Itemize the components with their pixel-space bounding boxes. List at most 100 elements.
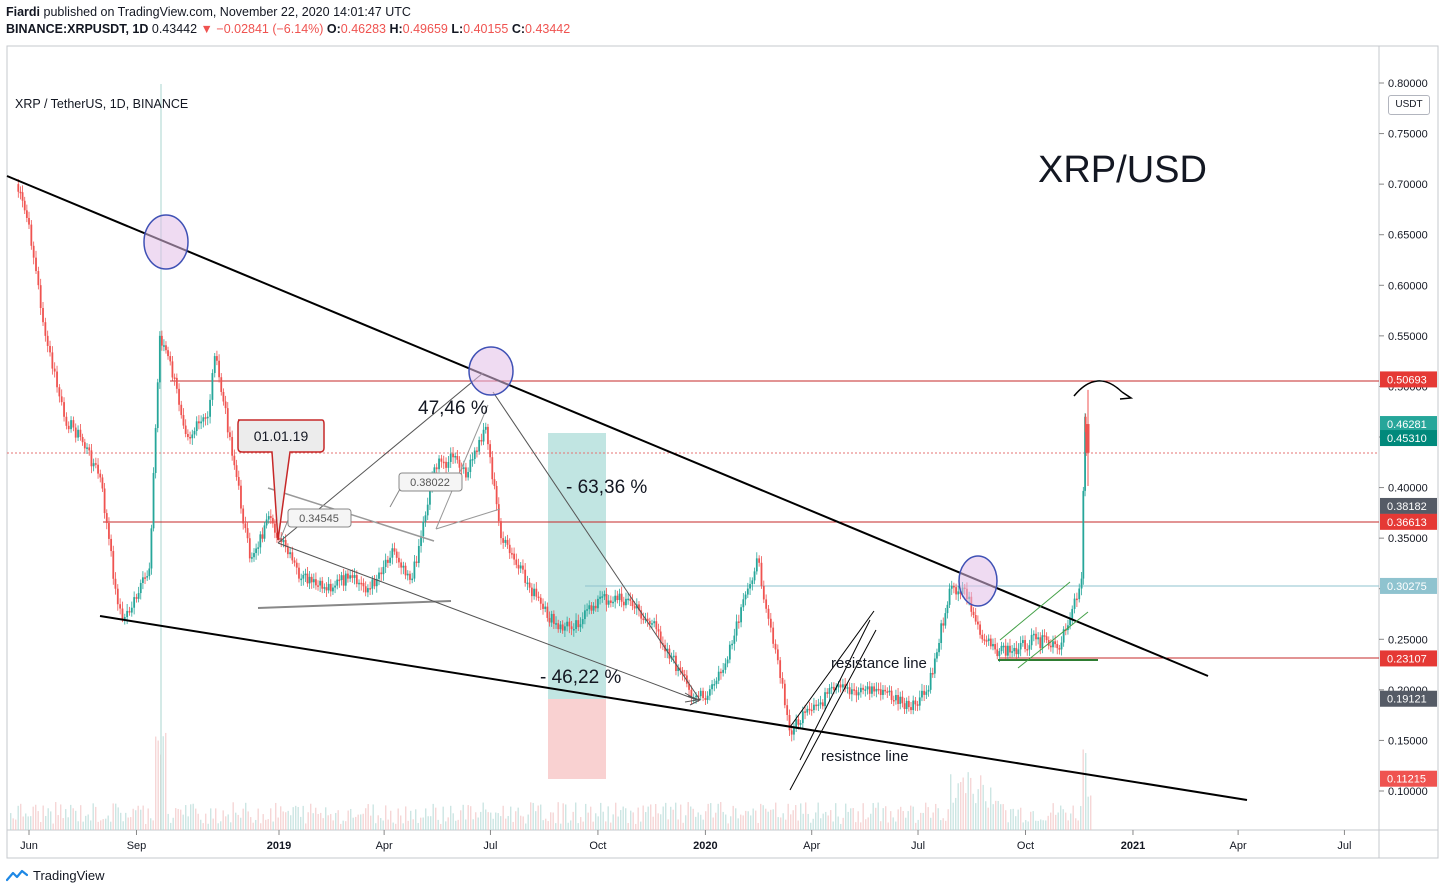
triangle-mid[interactable] — [435, 508, 501, 530]
tradingview-logo[interactable]: TradingView — [6, 868, 105, 883]
volume-bar — [517, 807, 519, 830]
price-candle — [552, 613, 555, 624]
volume-bar — [240, 817, 242, 830]
volume-bar — [850, 808, 852, 830]
volume-bar — [387, 819, 389, 830]
chart-frame — [6, 45, 1439, 859]
volume-bar — [987, 807, 989, 830]
price-candle — [1060, 642, 1063, 650]
volume-bar — [642, 805, 644, 830]
currency-button[interactable]: USDT — [1388, 95, 1430, 115]
point-b-box[interactable] — [398, 472, 463, 492]
wedge-upper-line[interactable] — [6, 175, 1209, 677]
price-candle — [633, 606, 636, 609]
price-candle — [445, 461, 447, 468]
volume-bar — [702, 819, 704, 830]
price-candle — [449, 453, 452, 462]
point-a-box[interactable] — [287, 508, 352, 528]
channel-line-1[interactable] — [789, 610, 875, 728]
price-candle — [1039, 637, 1042, 649]
projection-arc[interactable] — [1073, 380, 1123, 397]
price-candle — [308, 576, 311, 584]
decline-box-upper[interactable] — [548, 433, 606, 699]
price-candle — [355, 575, 358, 585]
price-candle — [231, 437, 234, 456]
volume-bar — [65, 809, 67, 830]
volume-bar — [337, 810, 339, 830]
green-rise-2[interactable] — [1017, 611, 1089, 669]
volume-bar — [570, 820, 572, 830]
volume-bar — [790, 814, 792, 830]
price-candle — [121, 608, 124, 620]
volume-bar — [1072, 805, 1074, 830]
volume-bar — [282, 811, 284, 830]
price-candle — [347, 573, 349, 579]
volume-bar — [265, 819, 267, 830]
price-candle — [382, 566, 385, 575]
price-candle — [378, 572, 380, 579]
price-candle — [912, 700, 915, 711]
volume-bar — [630, 810, 632, 830]
price-candle — [914, 700, 917, 705]
price-candle — [1017, 649, 1020, 655]
base-line-2019[interactable] — [257, 600, 452, 609]
decline-box-lower[interactable] — [548, 699, 606, 779]
channel-line-3[interactable] — [799, 619, 871, 761]
volume-bar — [17, 805, 19, 830]
volume-bar — [235, 812, 237, 830]
date-callout-box[interactable] — [237, 419, 325, 541]
volume-bar — [1062, 809, 1064, 830]
volume-bar — [622, 806, 624, 830]
volume-bar — [840, 823, 842, 830]
x-tick-label: Oct — [589, 840, 606, 852]
green-rise-1[interactable] — [999, 581, 1071, 641]
volume-bar — [300, 816, 302, 830]
touch-circle-1[interactable] — [143, 214, 189, 270]
volume-bar — [907, 811, 909, 830]
price-candle — [156, 382, 159, 429]
volume-bar — [470, 806, 472, 830]
touch-circle-2[interactable] — [468, 346, 514, 396]
price-candle — [364, 586, 367, 593]
price-candle — [793, 727, 795, 735]
trend-lines — [6, 175, 1248, 801]
price-candle — [334, 585, 336, 588]
touch-circle-3[interactable] — [958, 555, 998, 607]
price-candle — [271, 517, 274, 524]
wedge-lower-line[interactable] — [99, 615, 1248, 801]
price-candle — [944, 613, 947, 626]
volume-bar — [250, 817, 252, 830]
volume-bar — [930, 817, 932, 830]
fall-line[interactable] — [492, 391, 701, 701]
last-candle — [1086, 424, 1090, 453]
volume-bar — [567, 822, 569, 830]
volume-bar — [477, 817, 479, 830]
descent-arrow-line[interactable] — [277, 542, 698, 701]
triangle-up[interactable] — [435, 404, 489, 530]
author-name[interactable]: Fiardi — [6, 5, 41, 19]
price-chart[interactable]: Jun Sep 2019 Apr Jul Oct 2020 Apr Jul Oct 2021 Apr J… — [0, 44, 1442, 862]
price-candle — [175, 377, 178, 389]
price-candle — [797, 719, 800, 725]
price-candle — [724, 663, 727, 670]
price-candle — [657, 629, 660, 632]
pct-down-big-label: - 63,36 % — [566, 477, 647, 498]
symbol-name[interactable]: BINANCE:XRPUSDT, 1D — [6, 22, 149, 36]
publish-line: Fiardi published on TradingView.com, Nov… — [6, 5, 411, 19]
price-candle — [983, 639, 986, 641]
volume-bar — [812, 818, 814, 830]
volume-bar — [780, 817, 782, 830]
volume-bar — [427, 816, 429, 830]
volume-bar — [890, 811, 892, 830]
price-series — [17, 179, 1090, 742]
volume-bar — [107, 815, 109, 830]
price-candle — [857, 692, 860, 696]
channel-line-2[interactable] — [789, 629, 877, 791]
y-tick-label: 0.80000 — [1388, 78, 1428, 90]
close-label: C: — [511, 22, 526, 36]
volume-bar — [737, 818, 739, 830]
chart-pane[interactable]: Jun Sep 2019 Apr Jul Oct 2020 Apr Jul Oct 2021 Apr J… — [0, 44, 1442, 894]
price-candle — [819, 702, 822, 705]
volume-bar — [537, 805, 539, 830]
price-candle — [319, 580, 322, 586]
